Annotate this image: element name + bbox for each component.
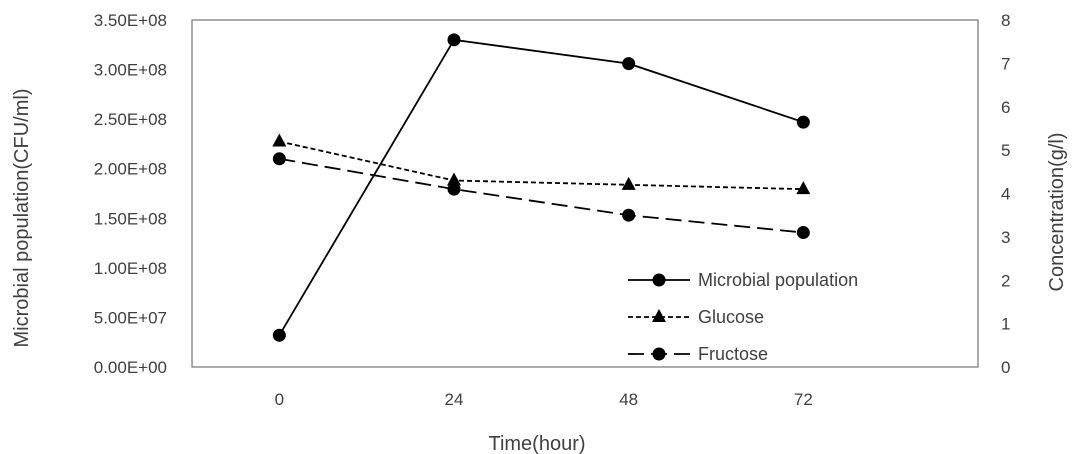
- data-point-glucose: [796, 181, 811, 195]
- data-point-fructose: [447, 182, 461, 196]
- right-tick-label: 3: [1001, 228, 1010, 247]
- x-axis: 0 24 48 72: [275, 390, 813, 409]
- left-tick-label: 3.50E+08: [94, 11, 167, 30]
- right-tick-label: 1: [1001, 315, 1010, 334]
- legend-marker-glucose: [652, 309, 666, 322]
- left-tick-label: 0.00E+00: [94, 358, 167, 377]
- legend: Microbial population Glucose Fructose: [628, 270, 858, 364]
- x-tick-label: 24: [445, 390, 464, 409]
- legend-label: Fructose: [698, 344, 768, 364]
- data-point-microbial-population: [796, 115, 810, 129]
- right-tick-label: 4: [1001, 185, 1010, 204]
- data-point-fructose: [622, 208, 636, 222]
- x-tick-label: 48: [619, 390, 638, 409]
- left-tick-label: 5.00E+07: [94, 308, 167, 327]
- left-tick-label: 2.00E+08: [94, 160, 167, 179]
- left-tick-label: 3.00E+08: [94, 61, 167, 80]
- left-tick-label: 1.00E+08: [94, 259, 167, 278]
- data-point-glucose: [447, 172, 461, 186]
- data-point-fructose: [796, 226, 810, 240]
- left-tick-label: 1.50E+08: [94, 209, 167, 228]
- right-tick-label: 0: [1001, 358, 1010, 377]
- left-axis: 0.00E+00 5.00E+07 1.00E+08 1.50E+08 2.00E+08…: [94, 11, 167, 377]
- right-tick-label: 2: [1001, 271, 1010, 290]
- legend-marker-fructose: [652, 347, 666, 361]
- right-tick-label: 6: [1001, 98, 1010, 117]
- series-line-fructose: [279, 157, 804, 234]
- left-tick-label: 2.50E+08: [94, 110, 167, 129]
- legend-label: Microbial population: [698, 270, 858, 290]
- x-tick-label: 72: [794, 390, 813, 409]
- data-point-fructose: [272, 152, 286, 166]
- x-axis-title: Time(hour): [488, 433, 585, 454]
- plot-area: [191, 19, 979, 368]
- right-tick-label: 7: [1001, 54, 1010, 73]
- right-axis: 0 1 2 3 4 5 6 7 8: [1001, 11, 1010, 377]
- data-point-microbial-population: [272, 328, 286, 342]
- x-tick-label: 0: [275, 390, 284, 409]
- legend-label: Glucose: [698, 307, 764, 327]
- series-line-microbial-population: [278, 38, 804, 336]
- legend-marker-microbial-population: [652, 273, 666, 287]
- data-point-microbial-population: [622, 57, 636, 71]
- data-point-microbial-population: [447, 33, 461, 47]
- data-point-glucose: [272, 133, 287, 147]
- right-tick-label: 8: [1001, 11, 1010, 30]
- left-axis-title: Microbial population(CFU/ml): [11, 89, 33, 348]
- right-tick-label: 5: [1001, 141, 1010, 160]
- series-layer: [272, 33, 811, 342]
- right-axis-title: Concentration(g/l): [1046, 133, 1068, 292]
- series-line-glucose: [279, 140, 804, 191]
- data-point-glucose: [621, 176, 636, 190]
